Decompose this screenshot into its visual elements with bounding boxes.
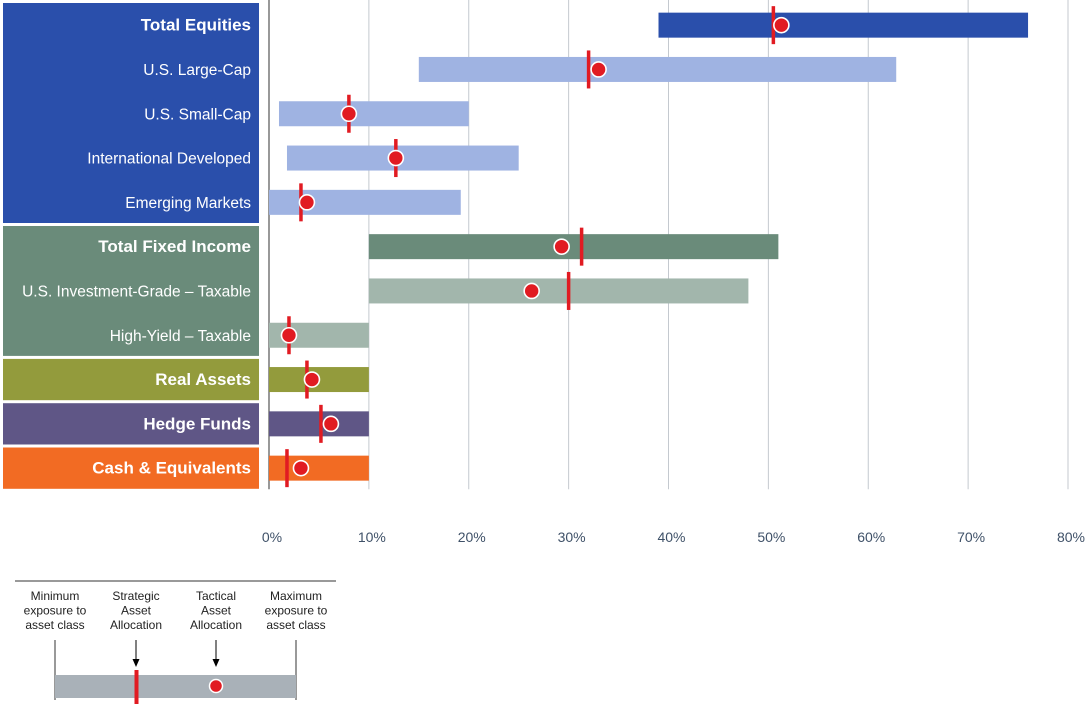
legend-arrow-head — [132, 659, 140, 667]
category-label: Emerging Markets — [125, 195, 251, 212]
legend-tactical-marker — [208, 678, 224, 694]
strategic-marker — [319, 404, 323, 443]
strategic-marker — [566, 271, 571, 310]
tactical-marker — [322, 415, 340, 433]
tactical-marker — [553, 238, 570, 255]
tactical-marker — [298, 194, 316, 211]
panel-cash — [3, 447, 259, 489]
x-tick-label: 30% — [558, 529, 586, 545]
x-axis-ticks: 0% 10% 20% 30% 40% 50% 60% 70% 80% — [262, 529, 1085, 545]
category-label: U.S. Large-Cap — [143, 62, 251, 79]
range-bar — [269, 411, 369, 437]
range-bar — [269, 455, 369, 481]
legend-label: Strategic Asset Allocation — [110, 589, 162, 632]
tactical-marker — [292, 459, 310, 477]
strategic-marker — [586, 50, 591, 89]
x-tick-label: 0% — [262, 529, 282, 545]
x-tick-label: 50% — [757, 529, 785, 545]
panel-fixed — [3, 226, 259, 356]
legend-arrow-head — [212, 659, 220, 667]
tactical-marker — [303, 371, 321, 388]
legend: Minimum exposure to asset class Strategic As… — [15, 580, 336, 704]
range-bar — [368, 234, 779, 260]
category-label: Hedge Funds — [143, 414, 251, 433]
range-bar — [658, 12, 1029, 38]
panel-real — [3, 358, 259, 401]
category-label: Total Equities — [141, 16, 251, 35]
tactical-marker — [523, 282, 540, 300]
x-tick-label: 60% — [857, 529, 885, 545]
tactical-marker — [340, 105, 358, 123]
x-tick-label: 40% — [657, 529, 685, 545]
panel-hedge — [3, 403, 259, 445]
legend-label: Tactical Asset Allocation — [190, 589, 242, 632]
strategic-marker — [285, 449, 289, 488]
x-tick-label: 70% — [957, 529, 985, 545]
legend-range-bar — [55, 675, 296, 698]
legend-label: Maximum exposure to asset class — [265, 589, 328, 632]
range-bars — [269, 12, 1029, 481]
category-panels — [3, 3, 259, 489]
strategic-marker — [579, 227, 584, 266]
x-tick-label: 80% — [1057, 529, 1085, 545]
x-tick-label: 10% — [358, 529, 386, 545]
legend-strategic-marker — [134, 670, 139, 704]
panel-equity — [3, 3, 259, 223]
range-bar — [368, 278, 749, 304]
legend-label: Minimum exposure to asset class — [24, 589, 87, 632]
tactical-marker — [773, 16, 790, 34]
allocation-markers — [280, 6, 790, 488]
category-labels: Total Equities U.S. Large-Cap U.S. Small-C… — [22, 16, 251, 478]
tactical-marker — [387, 149, 405, 167]
category-label: International Developed — [87, 151, 251, 168]
category-label: Cash & Equivalents — [92, 459, 251, 478]
tactical-marker — [280, 326, 298, 344]
range-bar — [278, 101, 469, 127]
category-label: Total Fixed Income — [98, 237, 251, 256]
category-label: Real Assets — [155, 370, 251, 389]
category-label: U.S. Investment-Grade – Taxable — [22, 283, 251, 300]
range-bar — [418, 56, 897, 82]
category-label: U.S. Small-Cap — [144, 106, 251, 123]
range-bar — [269, 189, 461, 215]
tactical-marker — [590, 61, 607, 78]
x-tick-label: 20% — [458, 529, 486, 545]
category-label: High-Yield – Taxable — [110, 328, 251, 345]
